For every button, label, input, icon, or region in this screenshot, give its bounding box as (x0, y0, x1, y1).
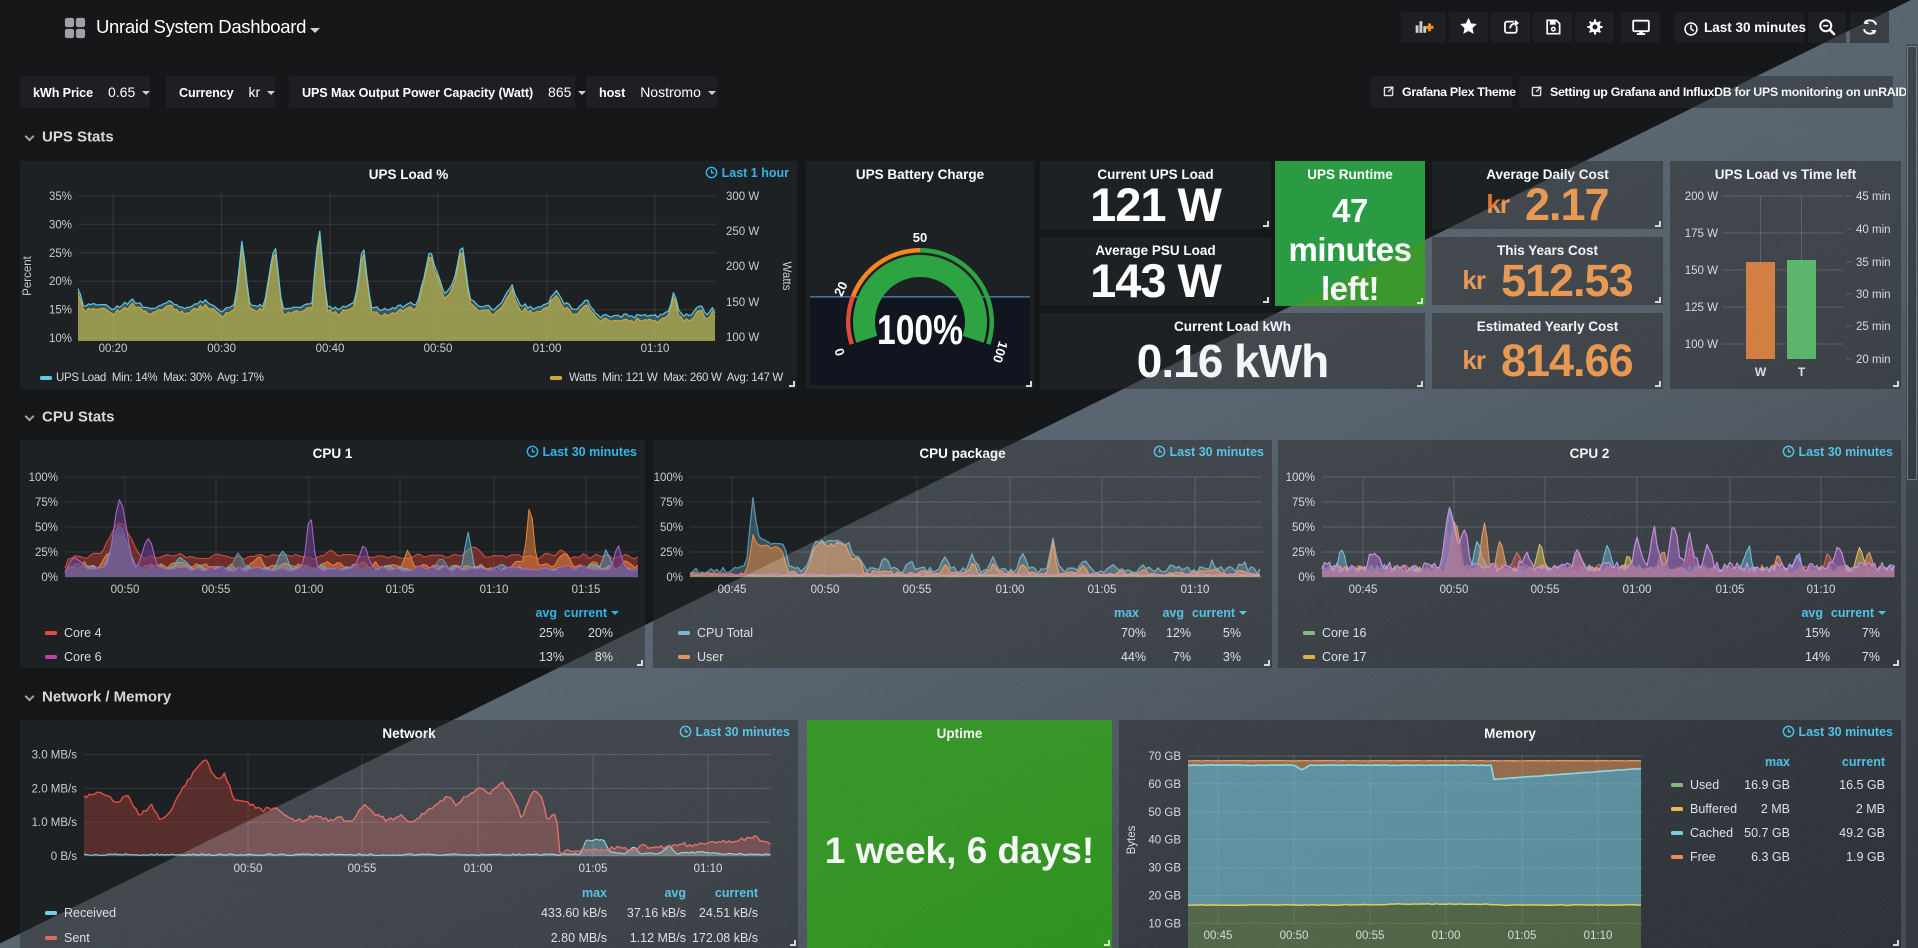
svg-text:50: 50 (913, 230, 927, 245)
svg-text:W: W (1755, 365, 1767, 379)
svg-text:10%: 10% (49, 333, 72, 345)
svg-text:01:05: 01:05 (386, 584, 415, 596)
svg-text:50%: 50% (1292, 522, 1315, 534)
svg-text:00:55: 00:55 (348, 863, 377, 875)
svg-text:00:45: 00:45 (1349, 584, 1378, 596)
svg-text:00:50: 00:50 (1280, 930, 1309, 942)
svg-text:100%: 100% (877, 306, 963, 353)
svg-text:00:55: 00:55 (1531, 584, 1560, 596)
svg-text:00:20: 00:20 (99, 343, 128, 355)
svg-text:01:00: 01:00 (996, 584, 1025, 596)
svg-text:10 GB: 10 GB (1148, 918, 1181, 930)
svg-text:01:00: 01:00 (1623, 584, 1652, 596)
svg-text:200 W: 200 W (726, 261, 759, 273)
svg-text:300 W: 300 W (726, 191, 759, 203)
svg-text:00:30: 00:30 (207, 343, 236, 355)
svg-text:100%: 100% (1286, 472, 1315, 484)
svg-text:00:50: 00:50 (234, 863, 263, 875)
svg-text:20 min: 20 min (1856, 354, 1891, 366)
svg-text:00:50: 00:50 (1440, 584, 1469, 596)
svg-text:50%: 50% (660, 522, 683, 534)
svg-text:00:50: 00:50 (424, 343, 453, 355)
svg-text:20 GB: 20 GB (1148, 891, 1181, 903)
svg-text:15%: 15% (49, 305, 72, 317)
svg-text:01:00: 01:00 (1432, 930, 1461, 942)
svg-text:100%: 100% (29, 472, 58, 484)
svg-text:01:10: 01:10 (1181, 584, 1210, 596)
svg-text:150 W: 150 W (726, 297, 759, 309)
svg-text:75%: 75% (35, 497, 58, 509)
svg-text:100 W: 100 W (1685, 339, 1718, 351)
svg-text:01:00: 01:00 (295, 584, 324, 596)
svg-text:0 B/s: 0 B/s (51, 851, 77, 863)
svg-text:00:55: 00:55 (903, 584, 932, 596)
svg-text:01:05: 01:05 (1508, 930, 1537, 942)
svg-text:01:00: 01:00 (464, 863, 493, 875)
svg-text:0%: 0% (666, 572, 683, 584)
svg-text:1.0 MB/s: 1.0 MB/s (32, 817, 78, 829)
svg-text:3.0 MB/s: 3.0 MB/s (32, 750, 78, 762)
svg-text:T: T (1798, 365, 1806, 379)
svg-text:100%: 100% (654, 472, 683, 484)
svg-text:01:05: 01:05 (1088, 584, 1117, 596)
svg-text:75%: 75% (1292, 497, 1315, 509)
svg-text:45 min: 45 min (1856, 191, 1891, 203)
svg-text:250 W: 250 W (726, 226, 759, 238)
svg-text:30 min: 30 min (1856, 289, 1891, 301)
svg-text:25 min: 25 min (1856, 321, 1891, 333)
svg-text:0%: 0% (1298, 572, 1315, 584)
svg-text:01:10: 01:10 (1807, 584, 1836, 596)
svg-text:150 W: 150 W (1685, 265, 1718, 277)
svg-text:01:10: 01:10 (1584, 930, 1613, 942)
svg-text:01:10: 01:10 (641, 343, 670, 355)
svg-text:01:05: 01:05 (579, 863, 608, 875)
svg-text:35 min: 35 min (1856, 257, 1891, 269)
svg-text:35%: 35% (49, 191, 72, 203)
svg-text:00:50: 00:50 (111, 584, 140, 596)
svg-text:175 W: 175 W (1685, 228, 1718, 240)
svg-text:01:15: 01:15 (572, 584, 601, 596)
svg-text:00:55: 00:55 (1356, 930, 1385, 942)
svg-text:30%: 30% (49, 219, 72, 231)
svg-text:01:10: 01:10 (480, 584, 509, 596)
svg-text:Percent: Percent (22, 255, 34, 295)
svg-text:01:10: 01:10 (694, 863, 723, 875)
svg-text:20%: 20% (49, 276, 72, 288)
svg-text:00:40: 00:40 (316, 343, 345, 355)
svg-text:20: 20 (831, 279, 851, 298)
svg-text:25%: 25% (1292, 547, 1315, 559)
svg-text:25%: 25% (35, 547, 58, 559)
svg-text:00:45: 00:45 (1204, 930, 1233, 942)
svg-text:40 min: 40 min (1856, 224, 1891, 236)
svg-text:100 W: 100 W (726, 332, 759, 344)
svg-text:0%: 0% (41, 572, 58, 584)
svg-text:125 W: 125 W (1685, 302, 1718, 314)
svg-text:01:05: 01:05 (1716, 584, 1745, 596)
svg-text:25%: 25% (49, 248, 72, 260)
svg-text:50%: 50% (35, 522, 58, 534)
svg-text:01:00: 01:00 (533, 343, 562, 355)
svg-text:00:55: 00:55 (202, 584, 231, 596)
svg-text:200 W: 200 W (1685, 191, 1718, 203)
svg-text:2.0 MB/s: 2.0 MB/s (32, 783, 78, 795)
svg-text:Watts: Watts (780, 262, 792, 291)
svg-text:75%: 75% (660, 497, 683, 509)
svg-text:25%: 25% (660, 547, 683, 559)
svg-text:00:50: 00:50 (811, 584, 840, 596)
